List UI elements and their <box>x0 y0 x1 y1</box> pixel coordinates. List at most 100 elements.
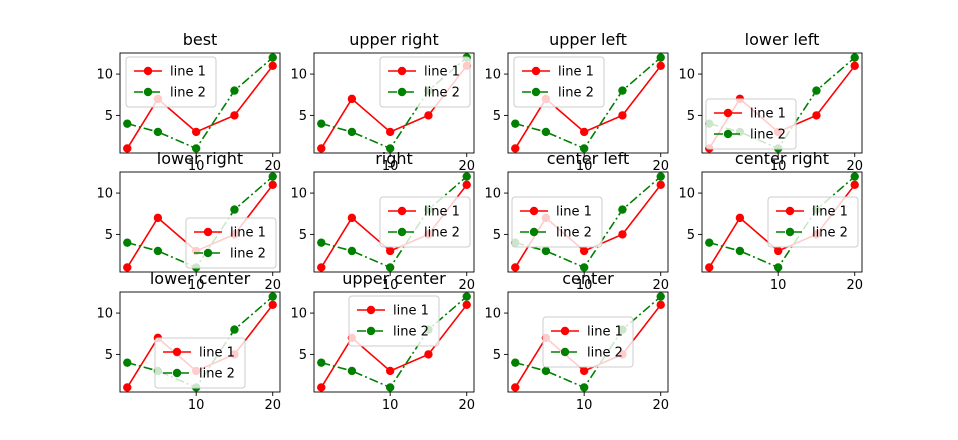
legend-marker <box>397 206 407 216</box>
data-point <box>511 263 520 272</box>
data-point <box>511 144 520 153</box>
y-tick-label: 10 <box>484 68 501 83</box>
legend-label: line 2 <box>424 226 460 241</box>
data-point <box>123 263 132 272</box>
data-point <box>123 144 132 153</box>
data-point <box>773 246 783 256</box>
subplot-best: 10 20 5 10 best line 1 line 2 <box>96 30 281 174</box>
data-point <box>385 246 395 256</box>
data-point <box>850 180 859 190</box>
data-point <box>317 358 326 367</box>
x-tick-label: 10 <box>770 159 787 174</box>
legend: line 1 line 2 <box>513 56 605 108</box>
legend-marker <box>531 87 541 97</box>
legend-label: line 2 <box>812 226 848 241</box>
axes-frame <box>701 171 863 273</box>
legend-marker <box>529 227 539 237</box>
data-point <box>317 119 326 128</box>
y-tick-label: 5 <box>687 228 695 243</box>
legend-label: line 1 <box>424 205 460 220</box>
data-point <box>123 358 132 367</box>
x-tick-label: 20 <box>458 278 475 293</box>
legend-marker <box>785 227 795 237</box>
legend-marker <box>203 248 213 258</box>
data-point <box>812 111 821 120</box>
data-point <box>230 86 239 95</box>
legend-label: line 1 <box>230 226 266 241</box>
subplot-title: upper right <box>349 30 439 49</box>
x-tick-label: 20 <box>458 159 475 174</box>
subplot-title: upper center <box>342 269 446 288</box>
data-point <box>850 53 859 62</box>
data-point <box>656 53 665 62</box>
legend: line 1 line 2 <box>511 196 603 248</box>
y-tick-label: 10 <box>96 307 113 322</box>
legend-label: line 2 <box>556 226 592 241</box>
legend-label: line 1 <box>750 107 786 122</box>
legend: line 1 line 2 <box>705 98 797 150</box>
data-point <box>462 292 471 301</box>
axes-frame <box>701 52 863 154</box>
data-point <box>268 180 277 190</box>
legend: line 1 line 2 <box>154 337 246 389</box>
data-point <box>541 366 551 376</box>
x-tick-label: 10 <box>770 278 787 293</box>
data-point <box>541 127 551 137</box>
y-tick-label: 5 <box>493 109 501 124</box>
data-point <box>268 292 277 301</box>
y-tick-label: 10 <box>96 68 113 83</box>
data-point <box>347 94 357 104</box>
legend-label: line 1 <box>170 65 206 80</box>
legend-label: line 1 <box>424 65 460 80</box>
x-tick-label: 20 <box>652 278 669 293</box>
legend-marker <box>531 66 541 76</box>
axes-frame <box>119 52 281 154</box>
legend-label: line 1 <box>587 325 623 340</box>
legend-marker <box>723 108 733 118</box>
legend-marker <box>143 87 153 97</box>
x-tick-label: 10 <box>576 159 593 174</box>
data-point <box>735 246 745 256</box>
legend: line 1 line 2 <box>348 295 440 347</box>
subplot-title: upper left <box>549 30 627 49</box>
legend: line 1 line 2 <box>379 196 471 248</box>
legend-marker <box>143 66 153 76</box>
legend: line 1 line 2 <box>125 56 217 108</box>
data-point <box>123 119 132 128</box>
axes-frame <box>119 291 281 393</box>
y-tick-label: 10 <box>484 307 501 322</box>
data-point <box>153 246 163 256</box>
data-point <box>385 127 395 137</box>
data-point <box>656 300 665 310</box>
data-point <box>268 300 277 310</box>
legend-marker <box>560 326 570 336</box>
axes-frame <box>507 52 669 154</box>
data-point <box>735 213 745 223</box>
legend-label: line 1 <box>199 346 235 361</box>
x-tick-label: 10 <box>382 278 399 293</box>
data-point <box>541 246 551 256</box>
legend-label: line 2 <box>230 247 266 262</box>
y-tick-label: 5 <box>299 348 307 363</box>
data-point <box>511 119 520 128</box>
subplot-title: right <box>375 149 413 168</box>
legend-marker <box>397 66 407 76</box>
data-point <box>191 144 201 153</box>
data-point <box>123 383 132 392</box>
x-tick-label: 20 <box>652 159 669 174</box>
x-tick-label: 10 <box>188 398 205 413</box>
legend-marker <box>785 206 795 216</box>
legend-label: line 2 <box>393 325 429 340</box>
axes-frame <box>119 171 281 273</box>
legend-label: line 2 <box>750 128 786 143</box>
data-point <box>850 172 859 181</box>
data-point <box>773 263 783 272</box>
x-tick-label: 10 <box>382 398 399 413</box>
y-tick-label: 5 <box>299 109 307 124</box>
subplot-title: lower center <box>150 269 251 288</box>
